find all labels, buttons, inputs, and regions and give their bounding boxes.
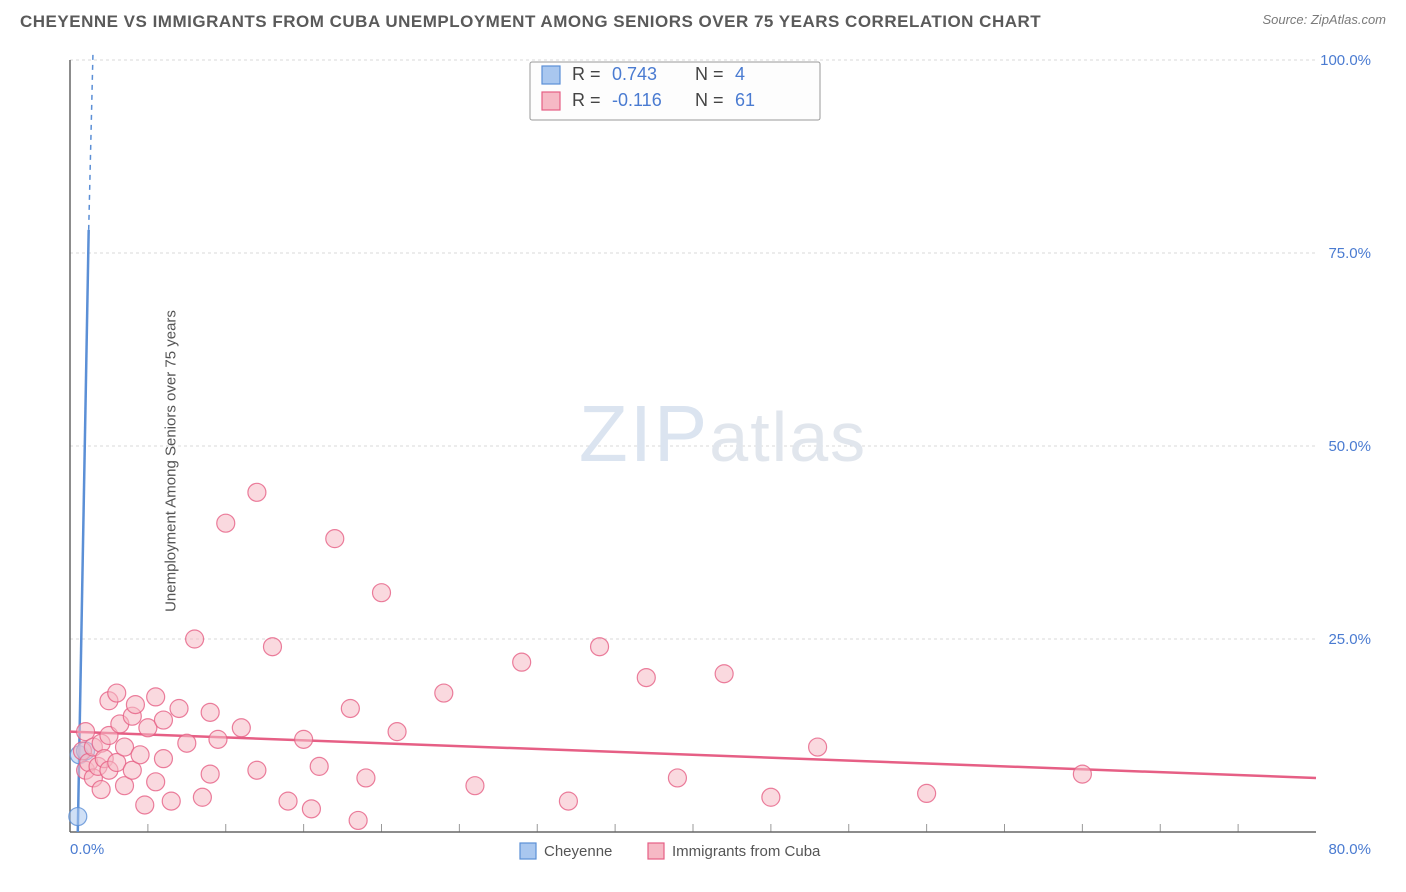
svg-text:Cheyenne: Cheyenne (544, 843, 612, 860)
correlation-scatter-chart: ZIPatlas 25.0% 50.0% 75.0% 100.0% 0.0% 80.0% R … (60, 50, 1386, 872)
svg-text:Immigrants from Cuba: Immigrants from Cuba (672, 843, 821, 860)
svg-text:4: 4 (735, 64, 745, 84)
svg-text:N =: N = (695, 64, 724, 84)
svg-text:0.743: 0.743 (612, 64, 657, 84)
svg-text:R =: R = (572, 64, 601, 84)
svg-text:100.0%: 100.0% (1320, 52, 1371, 69)
svg-text:25.0%: 25.0% (1328, 631, 1371, 648)
svg-text:R =: R = (572, 90, 601, 110)
source-attribution: Source: ZipAtlas.com (1262, 12, 1386, 27)
svg-text:0.0%: 0.0% (70, 841, 104, 858)
svg-text:-0.116: -0.116 (612, 90, 662, 110)
y-axis-label: Unemployment Among Seniors over 75 years (162, 310, 179, 612)
chart-title: CHEYENNE VS IMMIGRANTS FROM CUBA UNEMPLO… (20, 12, 1041, 32)
chart-container: Unemployment Among Seniors over 75 years… (60, 50, 1386, 872)
svg-text:75.0%: 75.0% (1328, 245, 1371, 262)
svg-text:80.0%: 80.0% (1328, 841, 1371, 858)
svg-text:ZIPatlas: ZIPatlas (579, 389, 867, 478)
svg-text:50.0%: 50.0% (1328, 438, 1371, 455)
svg-text:61: 61 (735, 90, 755, 110)
svg-text:N =: N = (695, 90, 724, 110)
